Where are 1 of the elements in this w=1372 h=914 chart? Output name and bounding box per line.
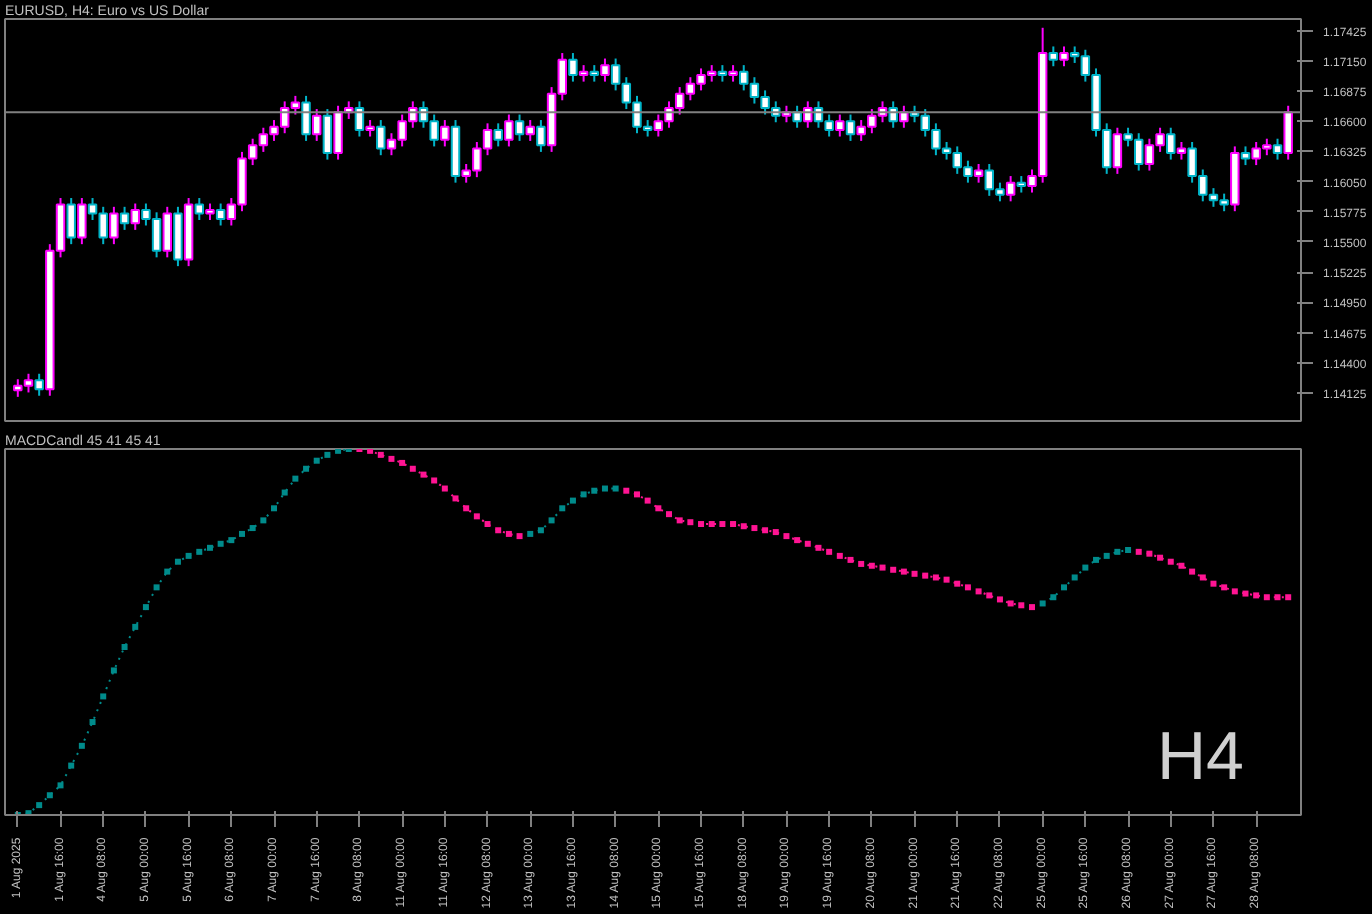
annotation: H4: [1157, 719, 1244, 795]
